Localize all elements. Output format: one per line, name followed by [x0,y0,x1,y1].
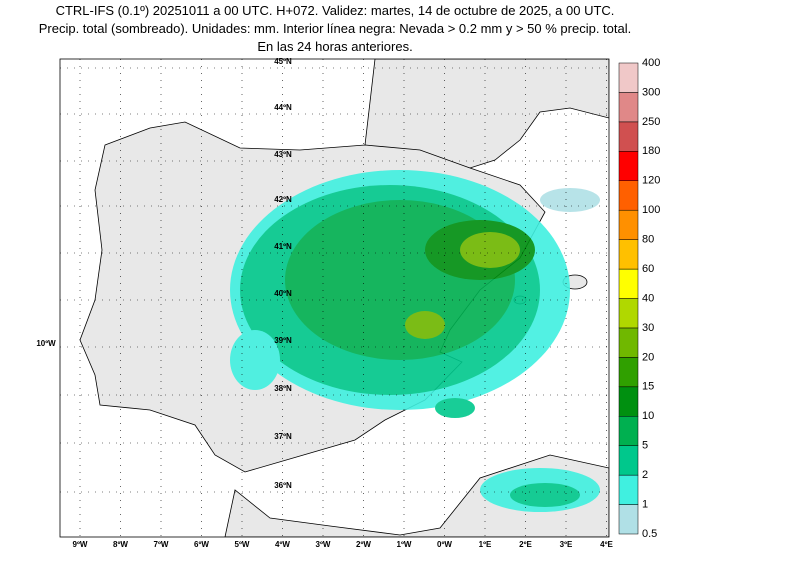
colorbar-label: 2 [642,469,648,481]
lon-label: 5ºW [235,540,250,549]
colorbar-segment [618,92,639,123]
colorbar-segment [618,357,639,388]
colorbar-segment [618,298,639,329]
colorbar-segment [618,386,639,417]
lon-label: 9ºW [73,540,88,549]
lat-label: 42ºN [274,195,292,204]
colorbar-segment [618,445,639,476]
lat-label: 39ºN [274,336,292,345]
colorbar-label: 60 [642,263,654,275]
colorbar-label: 5 [642,440,648,452]
colorbar-segment [618,180,639,211]
colorbar-label: 1 [642,498,648,510]
colorbar-segment [618,474,639,505]
colorbar-segment [618,121,639,152]
colorbar-segment [618,504,639,535]
lat-label: 45ºN [274,57,292,66]
colorbar-segment [618,209,639,240]
colorbar-segment [618,239,639,270]
title-line: Precip. total (sombreado). Unidades: mm.… [39,21,632,36]
colorbar-label: 40 [642,292,654,304]
colorbar-label: 10 [642,410,654,422]
lon-label: 6ºW [194,540,209,549]
lon-label: 7ºW [154,540,169,549]
lat-label: 44ºN [274,103,292,112]
colorbar-label: 80 [642,234,654,246]
lat-label: 37ºN [274,432,292,441]
lat-label: 40ºN [274,289,292,298]
colorbar-segment [618,327,639,358]
colorbar-label: 250 [642,116,660,128]
colorbar-label: 30 [642,322,654,334]
colorbar-label: 300 [642,86,660,98]
title-line: En las 24 horas anteriores. [257,39,412,54]
colorbar-segment [618,416,639,446]
lat-label: 43ºN [274,150,292,159]
colorbar-segment [618,62,639,93]
lon-label: 3ºE [560,540,573,549]
lon-label: 10ºW [36,339,56,348]
lon-label: 4ºE [600,540,613,549]
colorbar-label: 400 [642,57,660,69]
lon-label: 4ºW [275,540,290,549]
lat-label: 36ºN [274,481,292,490]
lon-label: 3ºW [316,540,331,549]
lon-label: 2ºW [356,540,371,549]
colorbar-label: 20 [642,351,654,363]
lon-label: 1ºW [397,540,412,549]
colorbar-label: 180 [642,145,660,157]
lon-label: 1ºE [479,540,492,549]
colorbar-label: 100 [642,204,660,216]
colorbar-label: 15 [642,381,654,393]
lon-label: 0ºW [437,540,452,549]
lon-label: 8ºW [113,540,128,549]
lat-label: 41ºN [274,242,292,251]
colorbar-segment [618,268,639,299]
lat-label: 38ºN [274,384,292,393]
lon-label: 2ºE [519,540,532,549]
title-line: CTRL-IFS (0.1º) 20251011 a 00 UTC. H+072… [56,3,615,18]
map [60,59,609,537]
colorbar-label: 120 [642,175,660,187]
colorbar-label: 0.5 [642,528,657,540]
map-frame [59,58,610,538]
colorbar-segment [618,151,639,181]
